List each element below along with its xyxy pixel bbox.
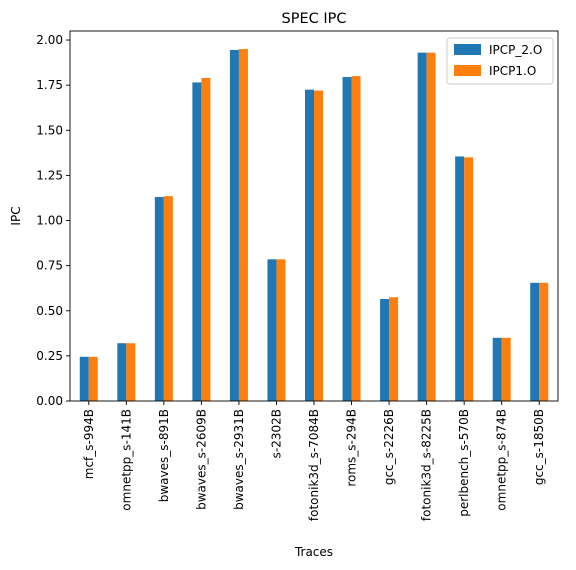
bar-2-8 (351, 76, 361, 401)
legend-label-2: IPCP1.O (489, 64, 536, 78)
bar-2-1 (88, 356, 98, 401)
bar-1-5 (229, 49, 239, 401)
bar-1-3 (154, 197, 164, 401)
bar-1-12 (492, 337, 502, 401)
x-tick-label-9: gcc_s-2226B (382, 409, 396, 485)
bar-2-5 (238, 49, 248, 402)
bar-2-4 (201, 77, 211, 402)
x-tick-label-12: omnetpp_s-874B (495, 409, 509, 511)
x-tick-label-6: s-2302B (269, 409, 283, 458)
legend-label-1: IPCP_2.O (489, 43, 542, 57)
x-tick-label-2: omnetpp_s-141B (119, 409, 133, 511)
x-tick-label-11: perlbench_s-570B (457, 409, 471, 517)
bar-2-12 (501, 337, 511, 401)
bar-1-9 (380, 299, 390, 401)
bar-2-11 (464, 157, 474, 401)
bar-1-10 (417, 52, 427, 401)
bar-1-13 (530, 282, 540, 401)
bars-group (79, 49, 549, 402)
y-tick-label-2: 0.25 (36, 349, 63, 363)
x-tick-label-13: gcc_s-1850B (532, 409, 546, 485)
y-tick-label-4: 0.75 (36, 259, 63, 273)
y-axis-title: IPC (9, 206, 23, 225)
legend: IPCP_2.O IPCP1.O (446, 37, 554, 85)
bar-2-3 (163, 196, 173, 401)
y-tick-label-1: 0.00 (36, 394, 63, 408)
bar-1-8 (342, 77, 352, 402)
bar-2-9 (389, 297, 399, 401)
bar-2-10 (426, 52, 436, 401)
x-tick-label-8: roms_s-294B (345, 409, 359, 487)
bar-2-7 (314, 90, 323, 401)
y-tick-label-8: 1.75 (36, 78, 63, 92)
bar-1-7 (305, 89, 314, 401)
y-tick-label-7: 1.50 (36, 123, 63, 137)
x-tick-label-5: bwaves_s-2931B (232, 409, 246, 510)
y-tick-label-3: 0.50 (36, 304, 63, 318)
bar-2-2 (126, 343, 136, 401)
bar-1-1 (79, 356, 89, 401)
x-tick-label-7: fotonik3d_s-7084B (307, 409, 321, 521)
bar-2-6 (276, 259, 286, 401)
bar-1-2 (117, 343, 127, 401)
x-tick-label-3: bwaves_s-891B (157, 409, 171, 502)
bar-1-4 (192, 82, 202, 401)
x-axis-title: Traces (294, 545, 333, 559)
legend-swatch-1 (454, 44, 481, 55)
bar-2-13 (539, 282, 549, 401)
y-tick-label-6: 1.25 (36, 168, 63, 182)
bar-1-6 (267, 259, 277, 401)
chart-title: SPEC IPC (282, 11, 347, 27)
x-tick-label-1: mcf_s-994B (82, 409, 96, 479)
x-tick-label-4: bwaves_s-2609B (194, 409, 208, 510)
x-axis: mcf_s-994B omnetpp_s-141B bwaves_s-891B bwa… (82, 401, 546, 521)
x-tick-label-10: fotonik3d_s-8225B (420, 409, 434, 521)
y-axis: 0.00 0.25 0.50 0.75 1.00 1.25 1.50 1.75 2.00 (36, 33, 70, 408)
y-tick-label-5: 1.00 (36, 214, 63, 228)
y-tick-label-9: 2.00 (36, 33, 63, 47)
plot-frame (69, 30, 559, 402)
legend-swatch-2 (454, 65, 481, 76)
bar-1-11 (455, 156, 465, 401)
